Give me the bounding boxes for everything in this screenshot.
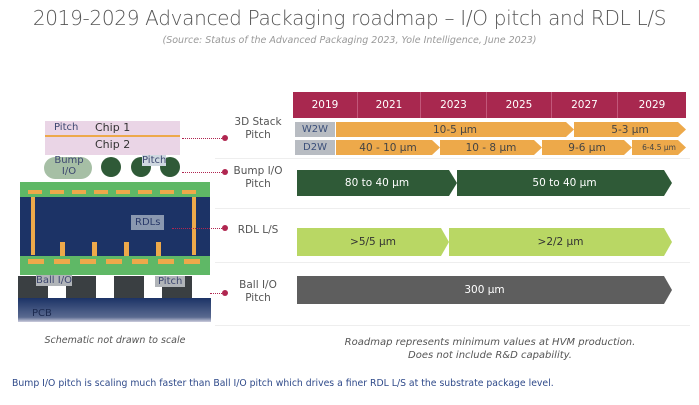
- chip2-label: Chip 2: [95, 138, 131, 151]
- year-2029: 2029: [618, 92, 686, 118]
- d2w-tag: D2W: [295, 140, 335, 155]
- leader-line: [172, 228, 224, 229]
- leader-line: [210, 293, 224, 294]
- rdl-traces: [28, 259, 203, 264]
- w2w-bar: 10-5 µm: [336, 122, 574, 137]
- year-2019: 2019: [293, 92, 358, 118]
- year-2027: 2027: [552, 92, 618, 118]
- pcb: [18, 298, 211, 322]
- divider: [215, 208, 690, 209]
- bump-pitch-label: Pitch: [142, 155, 167, 166]
- year-2023: 2023: [421, 92, 487, 118]
- bump-bar: 80 to 40 µm: [297, 170, 457, 196]
- ball-pitch-label: Pitch: [155, 276, 186, 287]
- rdls-label: RDLs: [131, 215, 165, 230]
- d2w-bar: 6-4.5 µm: [632, 140, 686, 155]
- pcb-label: PCB: [32, 308, 52, 319]
- vias: [60, 242, 170, 256]
- footer-takeaway: Bump I/O pitch is scaling much faster th…: [12, 378, 554, 389]
- year-2021: 2021: [358, 92, 421, 118]
- bump-ball: [101, 157, 121, 177]
- w2w-bar: 5-3 µm: [574, 122, 686, 137]
- label-ball-io-pitch: Ball I/O Pitch: [239, 279, 277, 304]
- page-title: 2019-2029 Advanced Packaging roadmap – I…: [32, 6, 667, 30]
- d2w-bar: 10 - 8 µm: [440, 140, 542, 155]
- d2w-bar: 9-6 µm: [542, 140, 632, 155]
- chip-bond-line: [45, 135, 180, 137]
- source-note: (Source: Status of the Advanced Packagin…: [162, 35, 537, 46]
- ball-bar: 300 µm: [297, 276, 672, 304]
- year-2025: 2025: [487, 92, 552, 118]
- pitch-label: Pitch: [54, 122, 79, 133]
- bump-ball: [44, 157, 92, 179]
- rdl-traces: [28, 190, 203, 194]
- label-bump-io-pitch: Bump I/O Pitch: [233, 165, 283, 190]
- bump-bar: 50 to 40 µm: [457, 170, 672, 196]
- roadmap-note-1: Roadmap represents minimum values at HVM…: [344, 337, 636, 348]
- w2w-tag: W2W: [295, 122, 335, 137]
- label-rdl-ls: RDL L/S: [237, 224, 279, 236]
- divider: [215, 325, 690, 326]
- rdl-bar: >5/5 µm: [297, 228, 449, 256]
- divider: [215, 262, 690, 263]
- leader-dot: [222, 135, 228, 141]
- leader-dot: [222, 225, 228, 231]
- label-3d-stack-pitch: 3D Stack Pitch: [234, 116, 282, 141]
- leader-dot: [222, 169, 228, 175]
- chip1-label: Chip 1: [95, 121, 131, 134]
- leader-dot: [222, 290, 228, 296]
- chip-stack: [45, 121, 180, 155]
- rdl-bar: >2/2 µm: [449, 228, 672, 256]
- via: [31, 197, 35, 255]
- schematic-caption: Schematic not drawn to scale: [44, 335, 186, 346]
- d2w-bar: 40 - 10 µm: [336, 140, 440, 155]
- roadmap-note-2: Does not include R&D capability.: [408, 350, 572, 361]
- via: [192, 197, 196, 255]
- divider: [215, 158, 690, 159]
- leader-line: [182, 172, 224, 173]
- ball-io-label: Ball I/O: [36, 275, 72, 286]
- bump-io-label: Bump I/O: [54, 155, 84, 177]
- leader-line: [182, 138, 224, 139]
